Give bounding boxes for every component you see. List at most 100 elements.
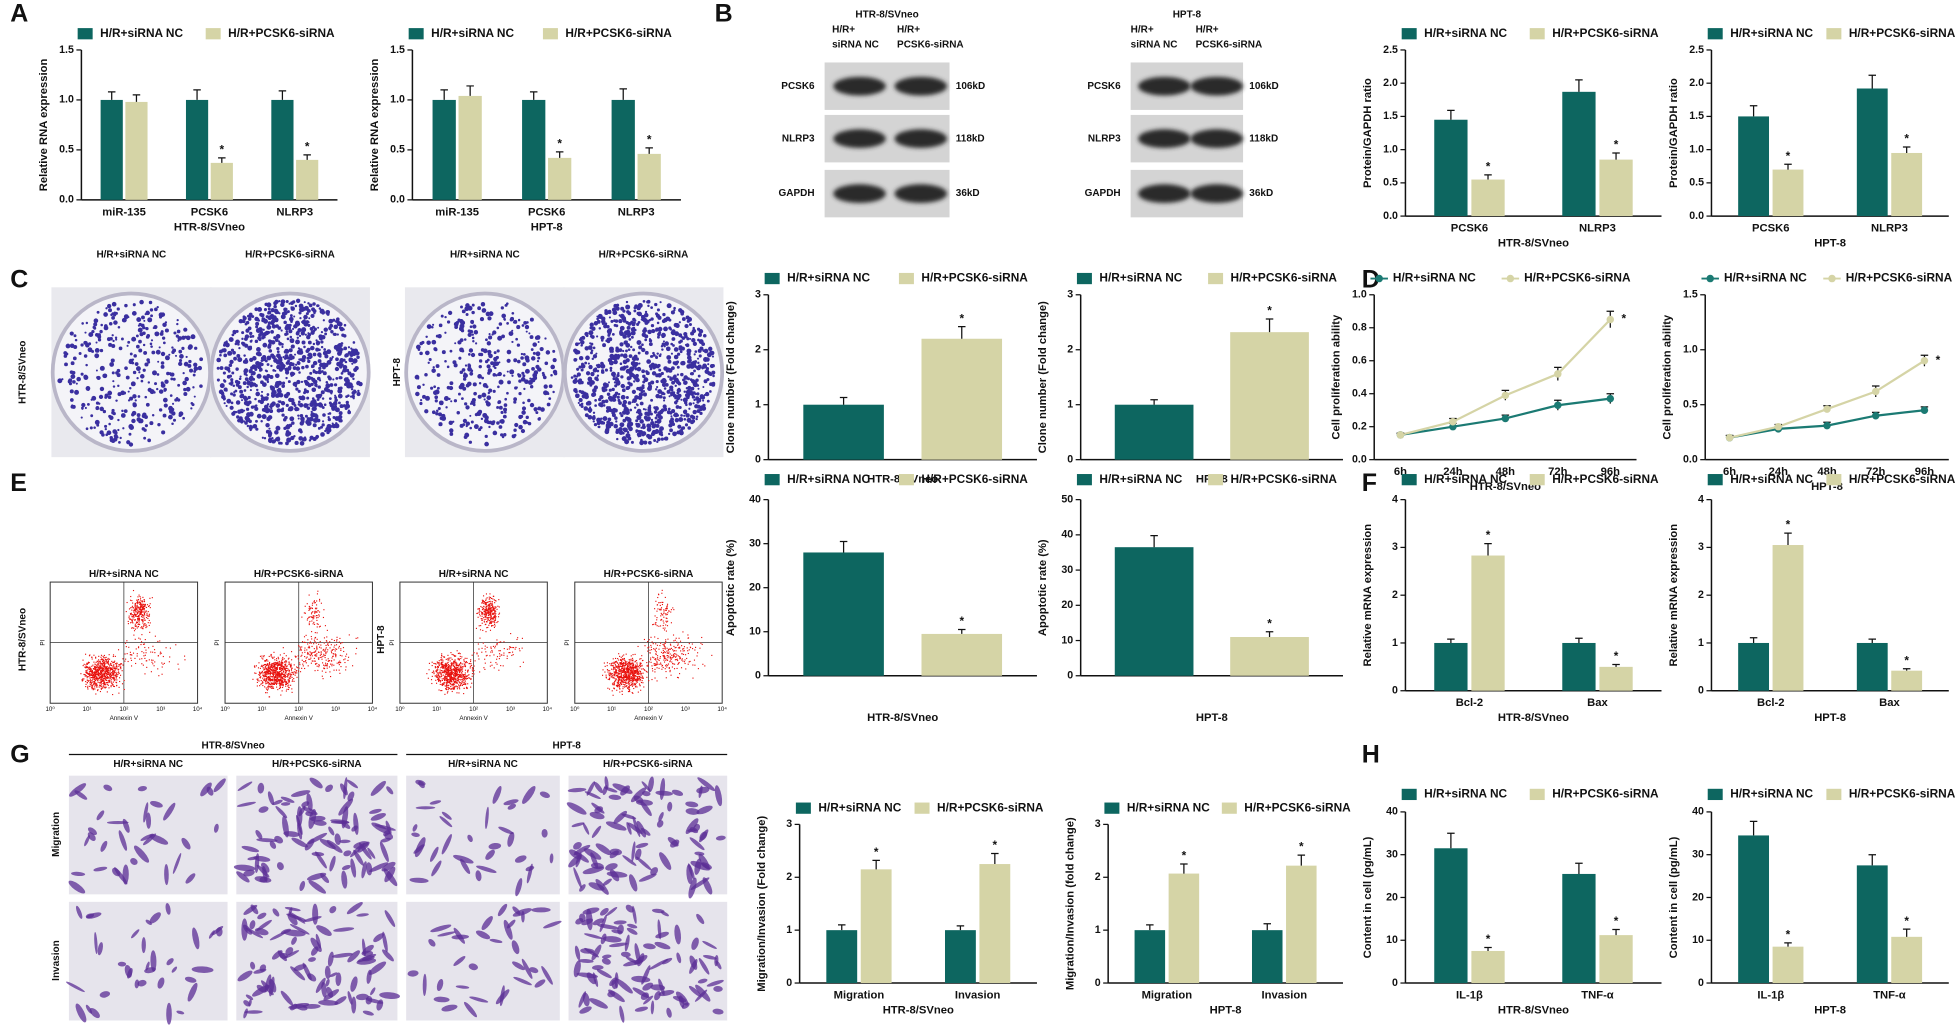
event [118,677,121,679]
colony [236,415,240,419]
colony [642,392,647,397]
event [142,627,144,629]
event [284,663,287,666]
colony [511,340,514,344]
event [169,656,171,658]
colony [670,417,674,421]
event [280,662,282,664]
colony [113,311,117,315]
event [430,679,433,681]
event [89,685,91,687]
colony [219,353,222,357]
event [283,673,285,676]
event [460,657,462,660]
colony [307,359,311,364]
event [281,681,283,683]
colony [698,354,702,358]
event [261,657,263,659]
event [308,624,310,626]
colony [616,354,621,359]
colony [235,400,241,405]
colony [304,333,307,336]
event [126,653,128,655]
event [276,673,278,675]
event [316,607,318,609]
colony [95,341,98,344]
event [467,674,469,677]
lane-label: H/R+ [1131,25,1154,36]
event [314,670,316,672]
colony [697,387,700,390]
event [144,605,146,607]
event [259,655,262,657]
colony [255,325,259,329]
event [97,689,99,692]
event [268,680,270,682]
colony [680,414,683,417]
event [95,678,97,680]
colony [95,369,98,372]
event [296,666,298,668]
event [105,679,107,681]
event [153,649,156,651]
colony [612,377,616,381]
colony [244,377,249,381]
event [105,662,107,664]
colony [309,435,314,440]
colony [430,386,434,390]
colony [296,379,301,385]
colony [99,365,105,371]
event [312,616,314,618]
event [116,675,118,677]
event [314,610,316,612]
event [283,658,285,660]
colony [592,414,596,418]
event [319,656,321,659]
colony [99,386,105,392]
event [309,616,311,618]
event [99,681,101,684]
colony [580,340,585,345]
colony [275,358,278,361]
colony [518,379,522,383]
event [110,672,112,674]
event [103,654,106,657]
event [310,653,313,655]
event [90,670,93,673]
event [314,611,316,613]
colony [685,390,688,394]
colony [101,433,105,437]
colony [141,315,145,320]
event [91,656,93,658]
colony [513,428,517,432]
colony [593,423,598,427]
colony [477,374,482,379]
event [275,669,277,671]
colony [484,434,488,439]
event [339,637,341,639]
event [88,655,91,657]
event [324,650,326,652]
event [269,675,271,677]
event [318,626,321,628]
event [264,666,266,668]
event [144,639,146,641]
event [267,671,269,673]
colony [488,425,491,429]
event [112,654,115,656]
size-label: 106kD [956,81,985,92]
event [290,666,292,668]
colony [684,423,689,427]
colony [600,335,605,340]
event [274,659,276,661]
colony [670,415,673,418]
colony [114,336,118,339]
colony [249,357,254,362]
colony [278,300,281,303]
colony [255,328,261,333]
colony [296,322,301,326]
event [345,666,347,668]
event [89,667,91,670]
event [326,665,328,667]
event [95,674,97,676]
